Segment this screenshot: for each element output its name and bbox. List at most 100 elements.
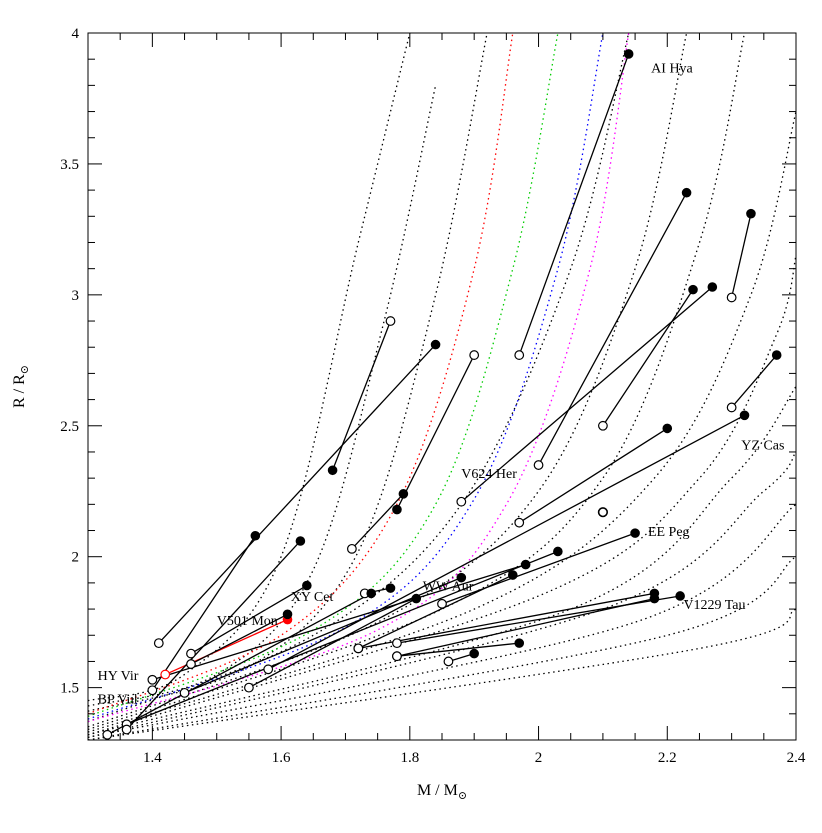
primary-filled-point-2 (392, 504, 402, 515)
star-label-yz-cas: YZ Cas (741, 438, 784, 453)
system-line-3 (351, 493, 404, 550)
y-tick-label: 3.5 (60, 157, 79, 173)
primary-filled-point-17 (411, 593, 422, 604)
secondary-open-point-21 (160, 669, 171, 680)
isochrone-black-1 (88, 85, 437, 707)
primary-filled-point-6 (746, 208, 756, 219)
system-line-14 (152, 563, 526, 681)
secondary-open-point-12 (437, 598, 447, 609)
y-axis-title: R / R⊙ (11, 365, 31, 408)
secondary-open-point-28 (443, 656, 454, 667)
system-line-11 (518, 427, 668, 524)
secondary-open-point-2 (469, 350, 480, 360)
secondary-open-point-1 (153, 638, 164, 649)
system-line-19 (107, 592, 372, 736)
secondary-open-point-16 (179, 687, 190, 698)
primary-filled-point-24 (295, 536, 306, 546)
secondary-open-point-11 (514, 517, 525, 528)
system-line-25 (358, 592, 655, 649)
primary-filled-point-19 (366, 588, 377, 599)
plot-area (88, 33, 796, 740)
secondary-open-point-3 (346, 543, 357, 554)
star-label-ee-peg: EE Peg (648, 525, 690, 540)
primary-filled-point-9 (771, 350, 782, 360)
x-tick-label: 1.6 (272, 750, 291, 766)
system-line-7 (602, 289, 694, 427)
secondary-open-point-5 (533, 460, 544, 470)
secondary-open-point-9 (726, 402, 737, 413)
system-line-20 (190, 584, 308, 655)
primary-filled-point-20 (302, 580, 312, 591)
x-axis-title: M / M⊙ (417, 782, 467, 802)
secondary-open-point-7 (598, 420, 608, 431)
primary-filled-point-23 (250, 530, 261, 541)
system-line-5 (537, 192, 688, 466)
primary-filled-point-22 (282, 609, 293, 620)
star-label-xy-cet: XY Cet (291, 590, 334, 605)
primary-filled-point-15 (508, 570, 518, 580)
system-line-24 (126, 540, 301, 730)
star-label-ww-aur: WW Aur (423, 580, 474, 595)
system-line-8 (460, 286, 713, 503)
isolated-open-point-0 (597, 507, 609, 518)
secondary-open-point-14 (147, 674, 158, 685)
x-tick-label: 1.8 (400, 750, 419, 766)
secondary-open-point-23 (147, 685, 158, 696)
system-line-4 (518, 53, 630, 356)
star-label-v501-mon: V501 Mon (217, 614, 278, 629)
primary-filled-point-28 (469, 648, 479, 659)
isochrone-black-8 (88, 386, 796, 736)
system-line-22 (190, 613, 288, 665)
secondary-open-point-0 (385, 316, 396, 326)
star-label-v1229-tau: V1229 Tau (683, 598, 745, 613)
system-line-15 (358, 574, 514, 649)
isochrone-color-0 (88, 33, 514, 715)
system-line-17 (248, 598, 417, 689)
secondary-open-point-6 (726, 292, 737, 303)
x-tick-label: 2 (535, 750, 543, 766)
secondary-open-point-17 (244, 682, 254, 693)
primary-filled-point-16 (456, 572, 467, 583)
system-line-6 (731, 213, 752, 298)
primary-filled-point-8 (707, 282, 718, 292)
star-label-v624-her: V624 Her (461, 467, 517, 482)
primary-filled-point-1 (430, 339, 441, 350)
isochrone-black-0 (88, 33, 411, 702)
secondary-open-point-4 (514, 350, 525, 360)
primary-filled-point-10 (739, 410, 750, 421)
primary-filled-point-3 (398, 489, 409, 499)
primary-filled-point-13 (553, 546, 563, 557)
y-tick-label: 3 (72, 288, 80, 304)
system-line-23 (151, 535, 256, 691)
star-label-hy-vir: HY Vir (98, 669, 139, 684)
primary-filled-point-11 (662, 423, 673, 434)
primary-filled-point-4 (623, 49, 634, 59)
secondary-open-point-22 (186, 659, 196, 669)
sun-symbol-x: ⊙ (458, 790, 467, 802)
secondary-open-point-10 (263, 664, 274, 675)
primary-filled-point-14 (520, 559, 531, 570)
secondary-open-point-19 (102, 729, 113, 740)
star-label-ai-hya: AI Hya (651, 61, 693, 76)
primary-filled-point-0 (327, 465, 338, 476)
system-line-9 (731, 354, 778, 408)
system-line-27 (396, 597, 655, 657)
secondary-open-point-24 (121, 724, 132, 735)
secondary-open-point-26 (392, 638, 402, 649)
isochrone-black-12 (88, 608, 796, 740)
system-line-12 (441, 532, 636, 605)
secondary-open-point-29 (392, 651, 402, 662)
primary-filled-point-27 (649, 593, 660, 604)
primary-filled-point-18 (385, 583, 396, 593)
y-tick-label: 4 (72, 26, 80, 42)
y-tick-label: 1.5 (60, 681, 79, 697)
isochrone-color-2 (88, 33, 604, 720)
primary-filled-point-26 (675, 591, 685, 601)
isochrone-color-3 (88, 33, 630, 723)
axis-ticks (87, 32, 797, 741)
primary-filled-point-5 (681, 187, 692, 198)
axis-tick-labels: 1.4 1.6 1.8 2 2.2 2.4 1.5 2 2.5 3 3.5 4 (60, 26, 806, 766)
y-tick-label: 2.5 (60, 419, 79, 435)
